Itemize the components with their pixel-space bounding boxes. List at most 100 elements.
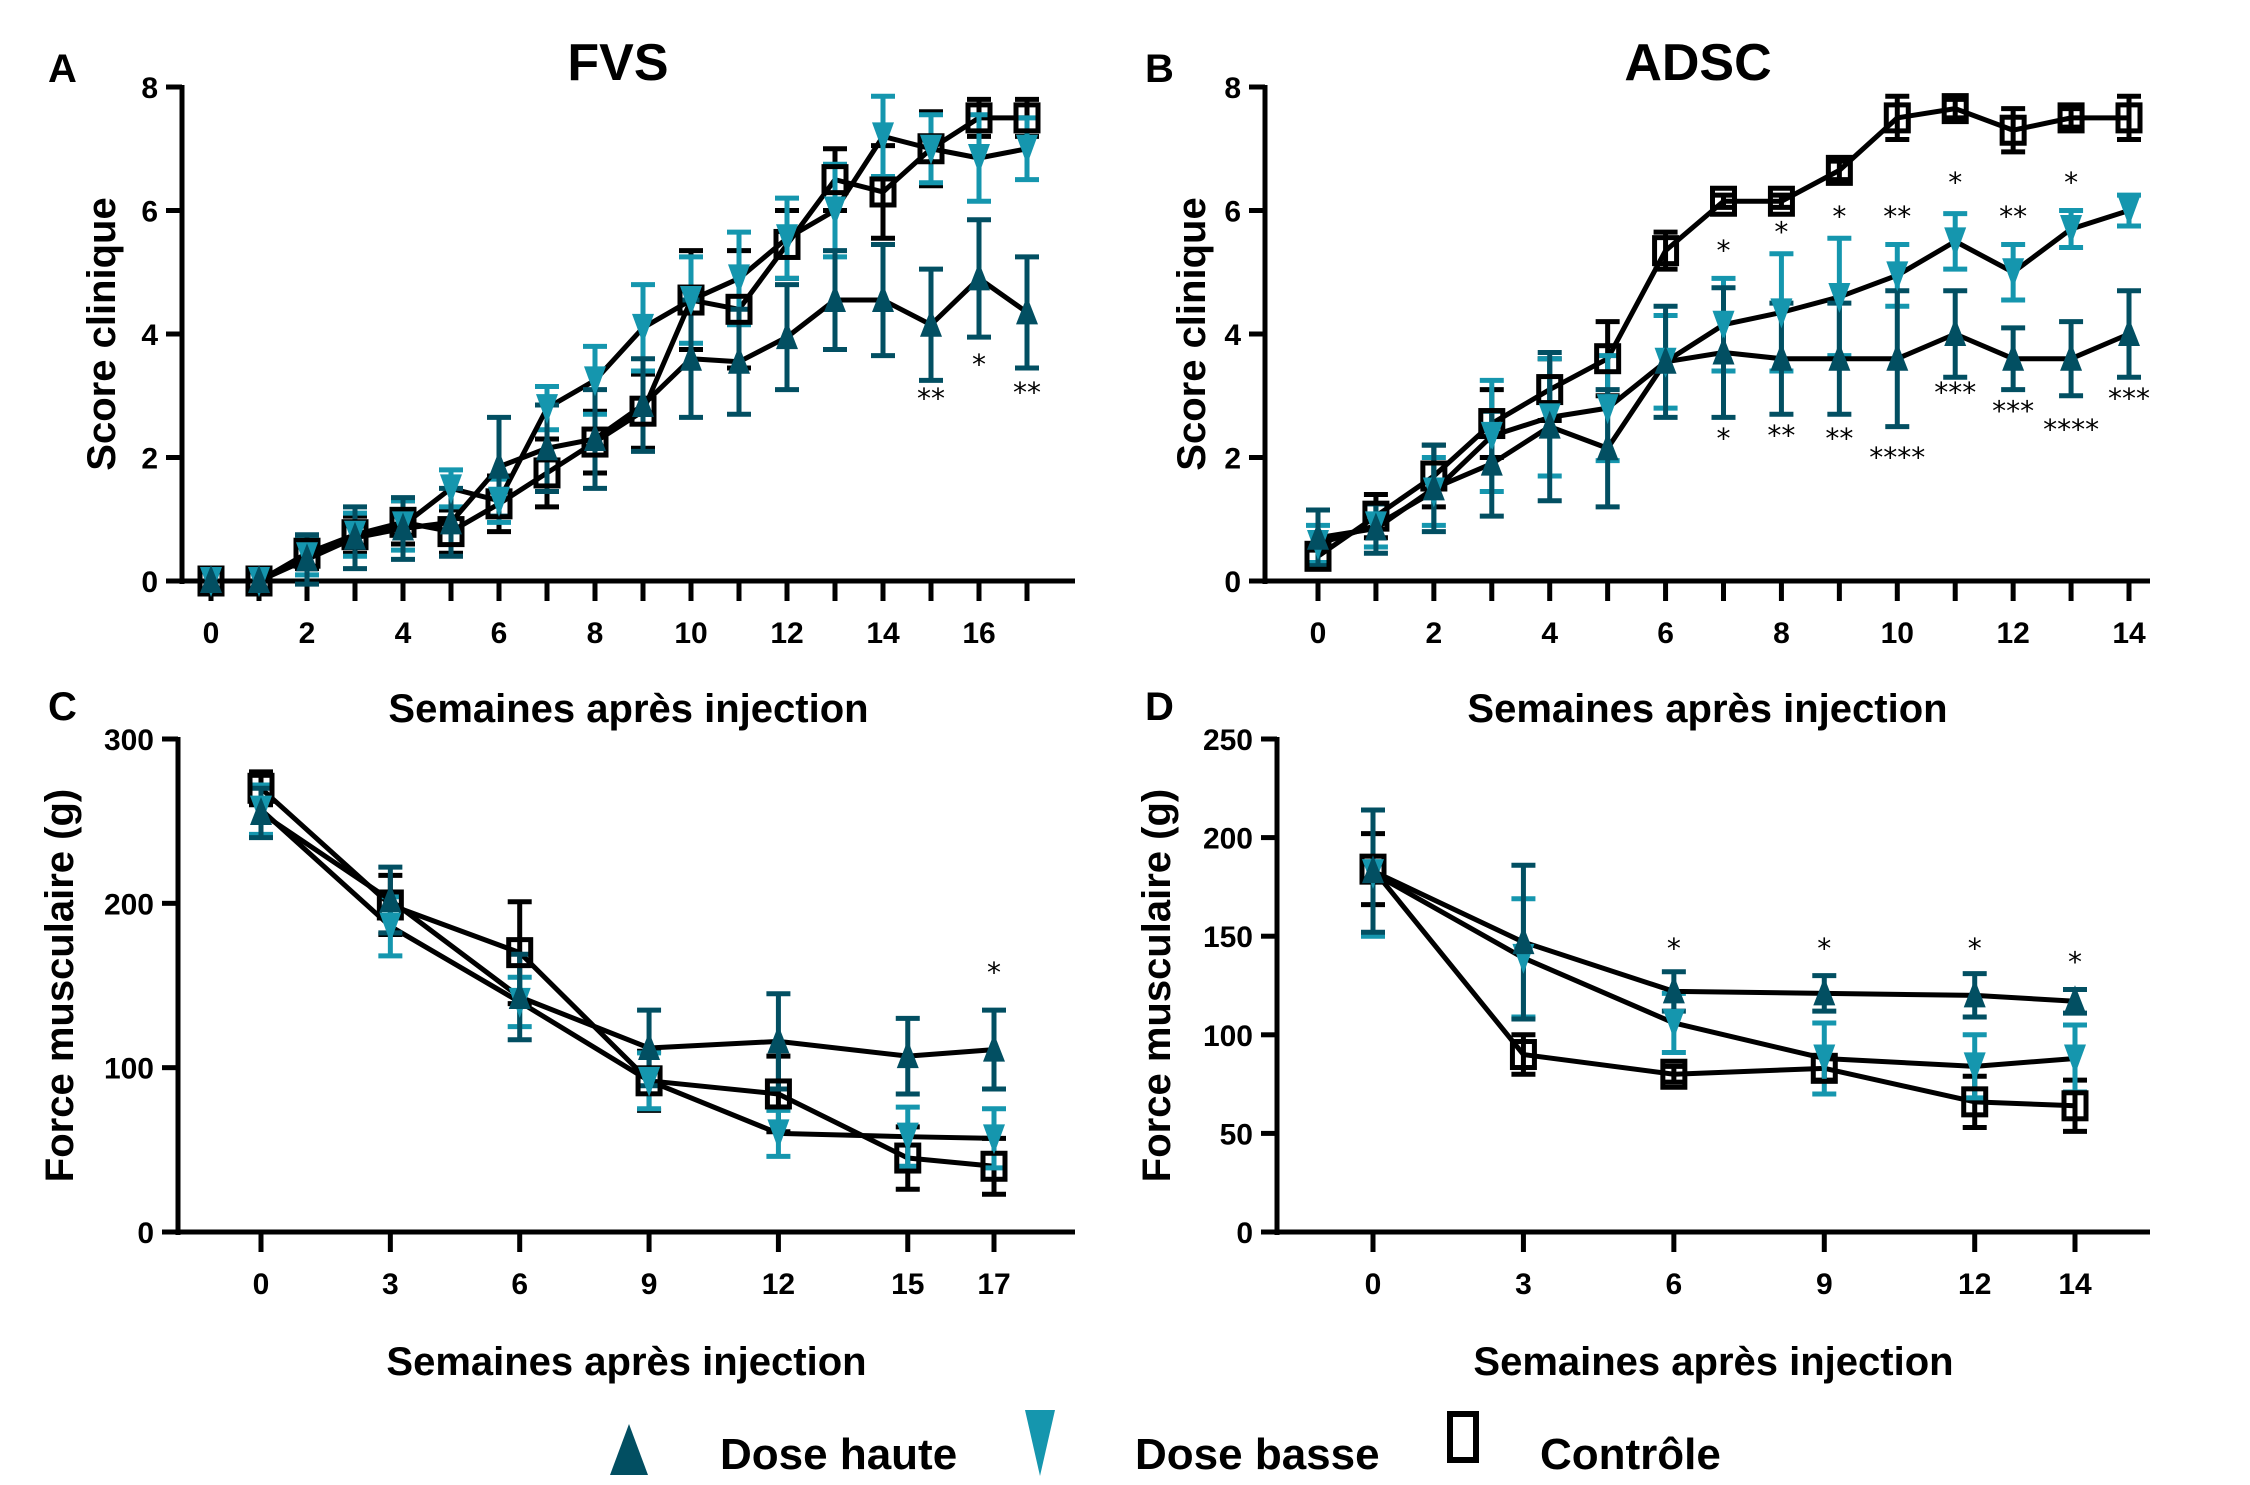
triangle-down-icon xyxy=(1025,1410,1055,1476)
data-point-dose-haute xyxy=(1944,318,1967,346)
x-tick-label: 8 xyxy=(1773,617,1790,650)
x-tick-label: 8 xyxy=(587,617,604,650)
series-dose-basse xyxy=(249,782,1006,1171)
data-point-controle xyxy=(1961,1086,1989,1118)
series-line xyxy=(211,133,1028,584)
y-tick-label: 6 xyxy=(1224,196,1241,229)
data-point-dose-basse xyxy=(1963,1052,1986,1083)
x-axis-label: Semaines après injection xyxy=(1473,1340,1953,1384)
y-tick-label: 250 xyxy=(1203,724,1253,757)
data-point-dose-haute xyxy=(1016,296,1038,325)
data-point-dose-haute xyxy=(1963,979,1986,1008)
x-tick-label: 10 xyxy=(674,617,707,650)
significance-marker: * xyxy=(972,348,986,381)
x-tick-label: 6 xyxy=(1666,1268,1683,1301)
x-tick-label: 0 xyxy=(1310,617,1327,650)
data-point-dose-haute xyxy=(440,506,462,535)
data-point-controle xyxy=(2057,102,2085,134)
data-point-dose-basse xyxy=(632,313,654,344)
data-point-dose-basse xyxy=(488,486,510,517)
significance-marker: **** xyxy=(2043,413,2099,446)
data-point-dose-haute xyxy=(1828,342,1851,371)
data-point-dose-basse xyxy=(2064,1044,2086,1075)
data-point-dose-basse xyxy=(1813,1044,1836,1075)
data-point-controle xyxy=(725,293,753,325)
data-point-dose-haute xyxy=(1654,345,1677,374)
data-point-controle xyxy=(1660,1058,1688,1090)
data-point-dose-haute xyxy=(248,565,270,593)
data-point-dose-basse xyxy=(2060,215,2083,246)
x-tick-label: 12 xyxy=(762,1268,795,1301)
significance-marker: **** xyxy=(1869,441,1925,474)
data-point-dose-haute xyxy=(638,1031,661,1060)
data-point-dose-haute xyxy=(296,543,318,572)
data-point-dose-haute xyxy=(872,284,894,313)
y-tick-label: 100 xyxy=(104,1053,154,1086)
y-tick-label: 300 xyxy=(104,724,154,757)
data-point-dose-haute xyxy=(1813,977,1836,1006)
data-point-controle xyxy=(965,102,993,134)
data-point-controle xyxy=(1594,343,1622,375)
data-point-dose-basse xyxy=(968,144,990,175)
data-point-dose-haute xyxy=(488,450,510,479)
x-tick-label: 9 xyxy=(1816,1268,1833,1301)
data-point-dose-basse xyxy=(824,196,846,227)
panel-letter-b: B xyxy=(1145,47,1174,91)
series-dose-haute xyxy=(249,785,1006,1097)
data-point-dose-haute xyxy=(824,284,846,313)
x-tick-label: 4 xyxy=(395,617,412,650)
y-tick-label: 0 xyxy=(141,566,158,599)
data-point-dose-basse xyxy=(680,286,702,317)
significance-marker: ** xyxy=(1013,376,1041,409)
significance-marker: ** xyxy=(1999,200,2027,233)
data-point-dose-haute xyxy=(896,1040,919,1069)
data-point-dose-haute xyxy=(680,342,702,371)
x-tick-label: 14 xyxy=(2112,617,2146,650)
data-point-dose-basse xyxy=(896,1122,919,1153)
y-tick-label: 2 xyxy=(141,443,158,476)
significance-marker: * xyxy=(987,956,1001,989)
data-point-dose-haute xyxy=(2064,985,2086,1014)
data-point-dose-haute xyxy=(1362,855,1384,884)
x-tick-label: 0 xyxy=(1365,1268,1382,1301)
y-tick-label: 100 xyxy=(1203,1020,1253,1053)
legend-item-dose-haute: Dose haute xyxy=(610,1424,957,1479)
legend: Dose haute Dose basse Contrôle xyxy=(610,1410,1721,1479)
legend-label: Dose haute xyxy=(720,1430,957,1479)
data-point-dose-haute xyxy=(776,321,798,350)
data-point-controle xyxy=(1710,185,1737,217)
data-point-dose-haute xyxy=(1307,521,1329,550)
series-line xyxy=(259,807,995,1141)
panel-letter-c: C xyxy=(48,685,77,729)
data-point-controle xyxy=(1767,185,1795,217)
significance-marker: * xyxy=(2068,946,2082,979)
y-tick-label: 150 xyxy=(1203,921,1253,954)
y-tick-label: 8 xyxy=(141,72,158,105)
y-tick-label: 0 xyxy=(1224,566,1241,599)
x-tick-label: 14 xyxy=(2058,1268,2092,1301)
data-point-dose-haute xyxy=(920,308,942,337)
panel-d-chart: 0 50 100 150 200 250 0 3 6 9 12 14 Semaines après in… xyxy=(1135,724,2150,1384)
x-tick-label: 0 xyxy=(203,617,220,650)
data-point-dose-haute xyxy=(250,796,272,825)
panel-letter-a: A xyxy=(48,47,77,91)
data-point-controle xyxy=(1013,102,1041,134)
data-point-dose-basse xyxy=(1828,282,1851,313)
x-tick-label: 6 xyxy=(491,617,508,650)
series-line xyxy=(211,275,1029,584)
data-point-controle xyxy=(1883,102,1911,134)
y-tick-label: 4 xyxy=(1224,319,1241,352)
data-point-dose-haute xyxy=(200,565,222,593)
data-point-controle xyxy=(506,937,534,969)
x-tick-label: 3 xyxy=(382,1268,399,1301)
data-point-dose-haute xyxy=(983,1033,1005,1062)
data-point-controle xyxy=(821,164,849,196)
x-tick-label: 14 xyxy=(866,617,900,650)
data-point-controle xyxy=(1509,1039,1537,1071)
panel-b-chart: ADSC 0 2 4 6 8 0 2 4 6 8 10 12 14 Semaines après injec… xyxy=(1170,34,2150,731)
significance-marker: * xyxy=(2064,166,2078,199)
data-point-dose-basse xyxy=(2118,196,2140,227)
data-point-dose-basse xyxy=(2002,258,2025,289)
data-point-dose-haute xyxy=(379,884,402,913)
